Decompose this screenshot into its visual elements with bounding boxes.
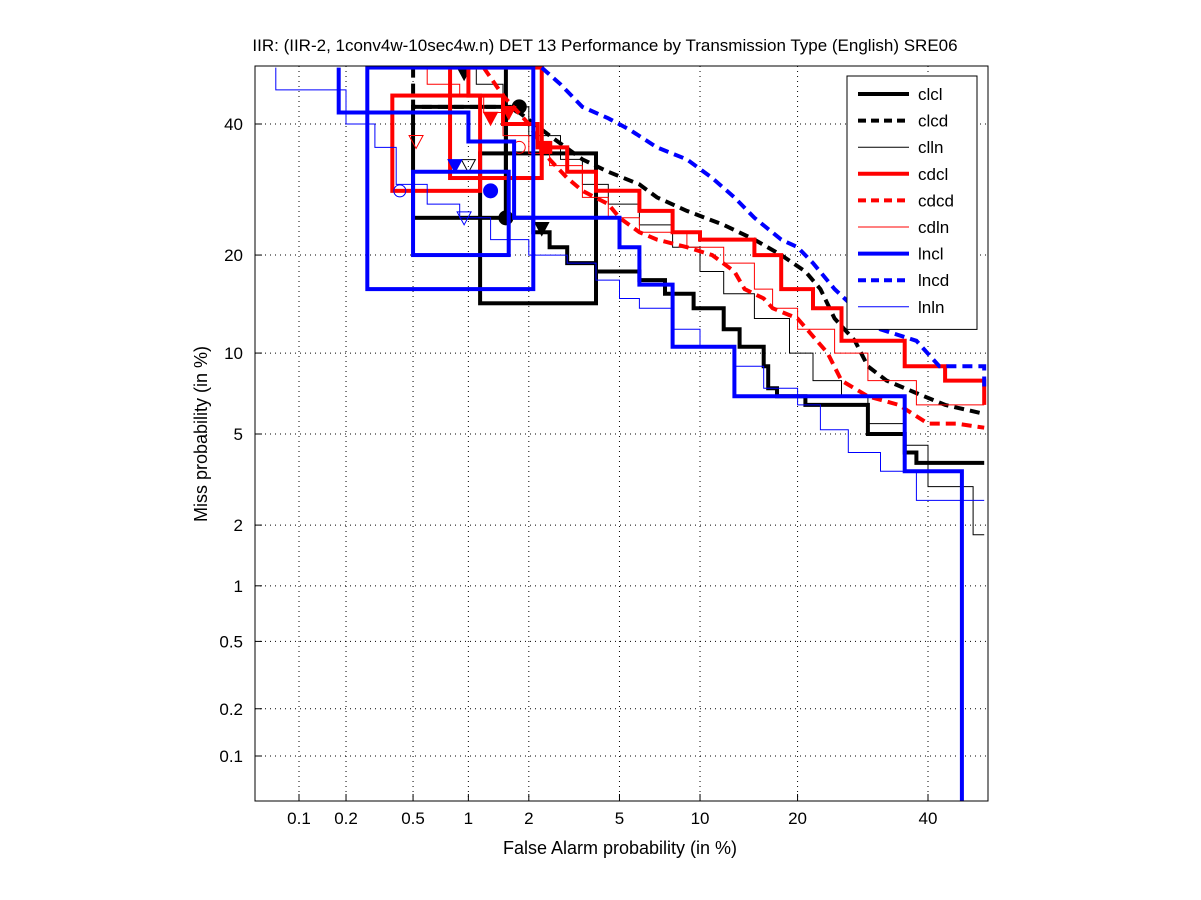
marker-triangle: [500, 106, 517, 121]
confidence-box: [411, 169, 511, 258]
x-tick-label: 20: [788, 809, 807, 828]
x-tick-label: 40: [919, 809, 938, 828]
marker-circle: [483, 183, 499, 199]
legend-label-cdcd: cdcd: [918, 191, 954, 210]
marker-triangle: [460, 159, 477, 174]
x-tick-label: 0.1: [287, 809, 311, 828]
y-tick-label: 2: [234, 516, 243, 535]
legend-label-lncl: lncl: [918, 245, 944, 264]
x-tick-label: 2: [524, 809, 533, 828]
x-axis-label: False Alarm probability (in %): [503, 838, 737, 858]
series-lncd: [540, 66, 987, 389]
det-curve-cdcl: [466, 67, 987, 405]
det-curve-lnln: [275, 67, 985, 501]
legend-label-clcl: clcl: [918, 85, 943, 104]
series-lncl: [336, 66, 964, 801]
x-axis-ticks: 0.1 0.2 0.5 1 2 5 10 20 40: [287, 794, 937, 828]
y-tick-label: 20: [224, 246, 243, 265]
legend-box: [846, 75, 978, 330]
legend-label-clln: clln: [918, 138, 944, 157]
legend-label-clcd: clcd: [918, 112, 948, 131]
det-curve-lncl: [336, 67, 964, 801]
det-curve-cdln: [426, 67, 985, 406]
confidence-box: [365, 66, 536, 292]
det-curves: [275, 66, 987, 801]
y-tick-label: 5: [234, 425, 243, 444]
marker-circle: [393, 184, 407, 198]
x-tick-label: 1: [464, 809, 473, 828]
det-curve-lncd: [540, 66, 987, 389]
x-tick-label: 5: [615, 809, 624, 828]
y-axis-ticks: 0.1 0.2 0.5 1 2 5 10 20 40: [219, 115, 262, 766]
series-lnln: [275, 67, 985, 501]
marker-triangle: [533, 222, 550, 237]
y-tick-label: 0.2: [219, 700, 243, 719]
legend-label-cdcl: cdcl: [918, 165, 948, 184]
y-tick-label: 10: [224, 344, 243, 363]
x-tick-label: 10: [691, 809, 710, 828]
marker-triangle: [447, 159, 463, 174]
x-tick-label: 0.2: [334, 809, 358, 828]
y-tick-label: 40: [224, 115, 243, 134]
y-tick-label: 1: [234, 577, 243, 596]
marker-triangle: [456, 211, 472, 226]
marker-triangle: [408, 134, 424, 150]
chart-title: IIR: (IIR-2, 1conv4w-10sec4w.n) DET 13 P…: [252, 36, 957, 55]
legend-label-lncd: lncd: [918, 271, 949, 290]
y-axis-label: Miss probability (in %): [191, 346, 211, 522]
legend-label-lnln: lnln: [918, 298, 944, 317]
legend-label-cdln: cdln: [918, 218, 949, 237]
x-tick-label: 0.5: [401, 809, 425, 828]
y-tick-label: 0.5: [219, 632, 243, 651]
y-tick-label: 0.1: [219, 747, 243, 766]
legend: clcl clcd clln cdcl cdcd cdln lncl lncd lnln: [846, 75, 978, 330]
